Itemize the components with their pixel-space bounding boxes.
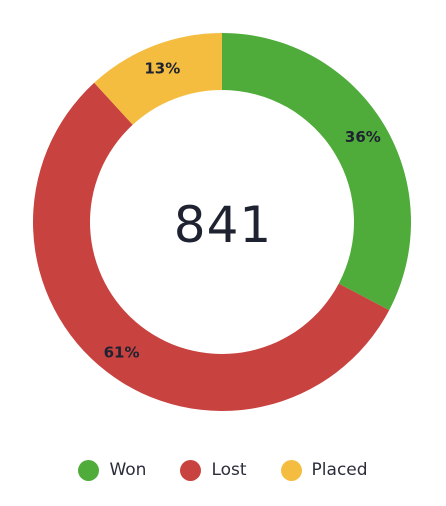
legend-label-lost: Lost bbox=[211, 460, 247, 480]
donut-slice-lost[interactable] bbox=[32, 82, 390, 412]
donut-slice-placed[interactable] bbox=[94, 33, 222, 125]
chart-legend: Won Lost Placed bbox=[0, 456, 446, 484]
legend-item-won[interactable]: Won bbox=[78, 459, 147, 481]
center-total-value: 841 bbox=[173, 196, 273, 254]
legend-swatch-placed bbox=[280, 459, 302, 481]
slice-label-won: 36% bbox=[345, 128, 381, 146]
legend-label-placed: Placed bbox=[311, 460, 368, 480]
legend-item-placed[interactable]: Placed bbox=[280, 459, 368, 481]
slice-label-placed: 13% bbox=[144, 60, 180, 78]
slice-label-lost: 61% bbox=[104, 343, 140, 361]
legend-item-lost[interactable]: Lost bbox=[180, 459, 247, 481]
legend-swatch-lost bbox=[180, 459, 202, 481]
legend-label-won: Won bbox=[109, 460, 147, 480]
donut-slice-won[interactable] bbox=[222, 33, 412, 311]
legend-swatch-won bbox=[78, 459, 100, 481]
